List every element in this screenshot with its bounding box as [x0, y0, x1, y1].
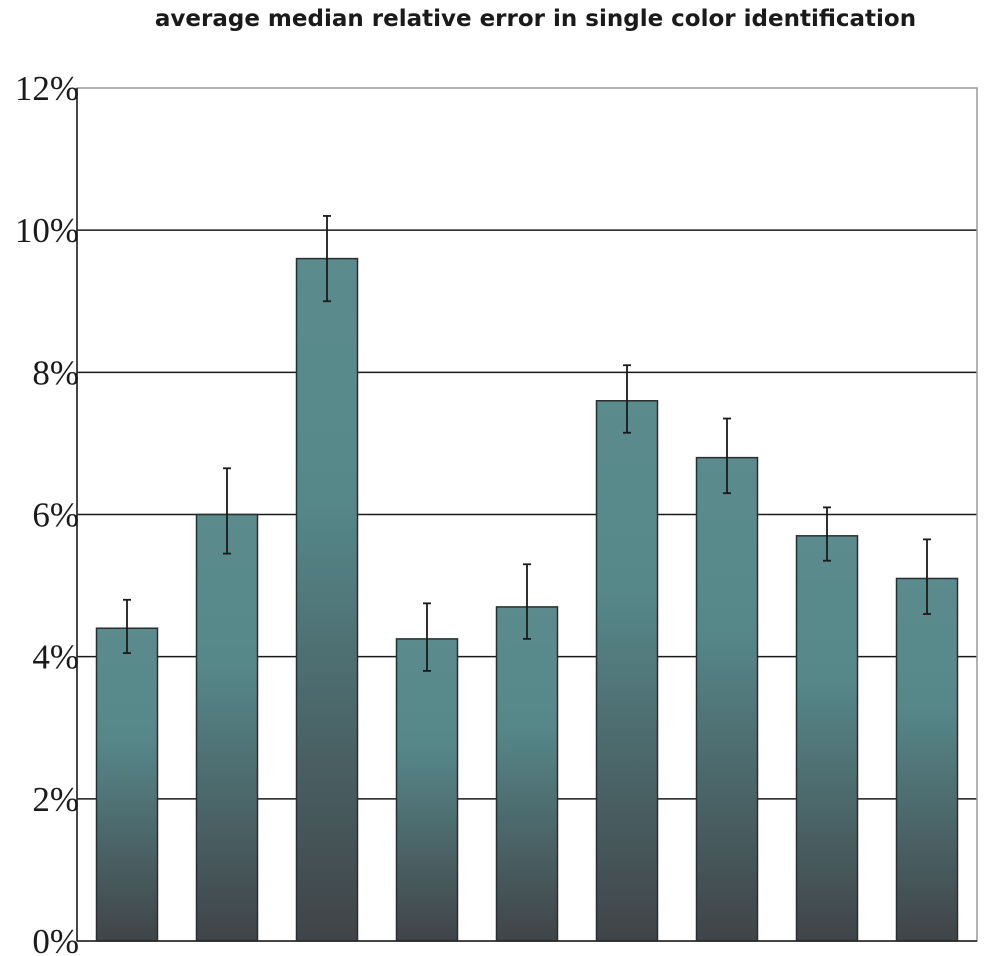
bar: [895, 577, 959, 942]
y-tick-label: 8%: [32, 353, 79, 392]
bar: [595, 400, 659, 942]
y-tick-labels: 0% 2% 4% 6% 8% 10% 12%: [15, 69, 79, 956]
y-tick-label: 6%: [32, 496, 79, 535]
chart-title: average median relative error in single …: [154, 6, 917, 32]
y-tick-label: 10%: [15, 211, 79, 250]
y-tick-label: 4%: [32, 638, 79, 677]
axes: [76, 87, 978, 942]
y-tick-label: 12%: [15, 69, 79, 108]
bar: [395, 638, 459, 942]
bar: [495, 606, 559, 942]
bar: [295, 257, 359, 942]
bars: [95, 257, 959, 942]
y-tick-label: 0%: [32, 922, 79, 956]
bar: [695, 456, 759, 942]
y-tick-label: 2%: [32, 780, 79, 819]
error-bars: [123, 215, 931, 672]
bar: [795, 535, 859, 942]
bar: [95, 627, 159, 942]
bar: [195, 513, 259, 942]
